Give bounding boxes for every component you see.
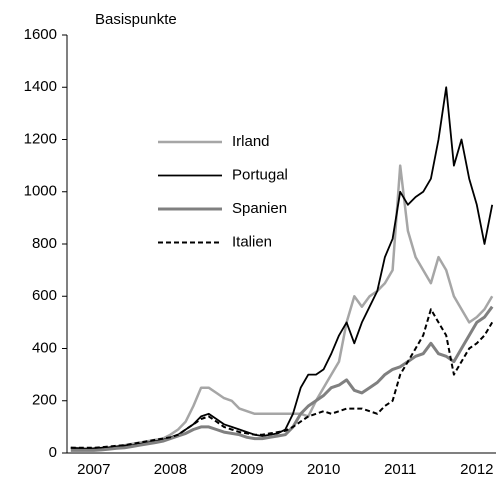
y-tick-label: 1400 — [24, 78, 57, 95]
y-tick-label: 1000 — [24, 183, 57, 200]
x-tick-label: 2007 — [77, 461, 110, 478]
series-line — [70, 308, 494, 449]
y-tick-label: 600 — [32, 287, 57, 304]
series-line — [70, 86, 494, 450]
x-tick-label: 2009 — [230, 461, 263, 478]
legend-label: Italien — [232, 233, 272, 250]
series-line — [70, 305, 494, 452]
x-tick-label: 2010 — [307, 461, 340, 478]
x-tick-label: 2011 — [384, 461, 416, 478]
legend-label: Portugal — [232, 166, 288, 183]
x-tick-label: 2008 — [154, 461, 187, 478]
y-tick-label: 400 — [32, 339, 57, 356]
legend-label: Spanien — [232, 200, 287, 217]
y-tick-label: 0 — [49, 444, 57, 461]
y-axis-label: Basispunkte — [95, 11, 177, 28]
y-tick-label: 1600 — [24, 26, 57, 43]
series-line — [70, 164, 494, 451]
y-tick-label: 200 — [32, 392, 57, 409]
y-tick-label: 1200 — [24, 130, 57, 147]
x-tick-label: 2012 — [460, 461, 493, 478]
legend-label: Irland — [232, 133, 270, 150]
y-tick-label: 800 — [32, 235, 57, 252]
